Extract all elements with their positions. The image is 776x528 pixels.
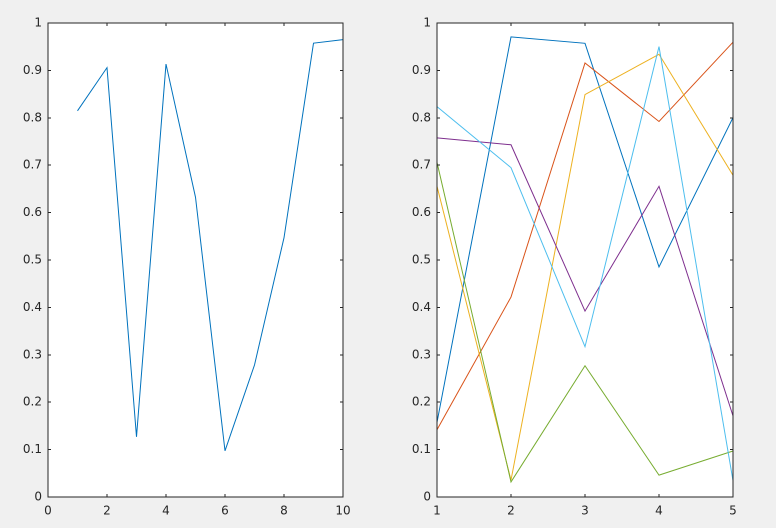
y-tick-label: 0.2 [23, 395, 42, 409]
y-tick-label: 0.5 [23, 253, 42, 267]
y-tick-label: 1 [34, 16, 42, 30]
x-tick-label: 1 [433, 504, 441, 518]
x-tick-label: 2 [507, 504, 515, 518]
x-tick-label: 3 [581, 504, 589, 518]
y-tick-label: 0.8 [23, 110, 42, 124]
y-tick-label: 0.2 [412, 395, 431, 409]
data-line [436, 46, 734, 481]
y-tick-label: 0.4 [23, 300, 42, 314]
y-tick-label: 0.6 [412, 205, 431, 219]
y-tick-label: 0.1 [23, 442, 42, 456]
data-line [436, 53, 734, 481]
data-line [436, 36, 734, 423]
y-tick-label: 0.7 [412, 158, 431, 172]
axes-background [437, 23, 733, 497]
y-tick-label: 0.1 [412, 442, 431, 456]
x-tick-label: 10 [335, 504, 350, 518]
y-tick-label: 0.6 [23, 205, 42, 219]
x-tick-label: 6 [221, 504, 229, 518]
data-line [77, 39, 344, 451]
axes-background [48, 23, 343, 497]
x-tick-label: 8 [280, 504, 288, 518]
x-tick-label: 4 [655, 504, 663, 518]
y-tick-label: 0 [423, 490, 431, 504]
x-tick-label: 0 [44, 504, 52, 518]
x-tick-label: 5 [729, 504, 737, 518]
y-tick-label: 0.4 [412, 300, 431, 314]
y-tick-label: 0.3 [412, 347, 431, 361]
y-tick-label: 0.8 [412, 110, 431, 124]
y-tick-label: 0 [34, 490, 42, 504]
x-tick-label: 2 [103, 504, 111, 518]
x-tick-label: 4 [162, 504, 170, 518]
data-line [436, 137, 734, 417]
y-tick-label: 0.9 [23, 63, 42, 77]
y-tick-label: 0.3 [23, 347, 42, 361]
y-tick-label: 0.7 [23, 158, 42, 172]
data-line [436, 162, 734, 484]
y-tick-label: 1 [423, 16, 431, 30]
y-tick-label: 0.9 [412, 63, 431, 77]
y-tick-label: 0.5 [412, 253, 431, 267]
